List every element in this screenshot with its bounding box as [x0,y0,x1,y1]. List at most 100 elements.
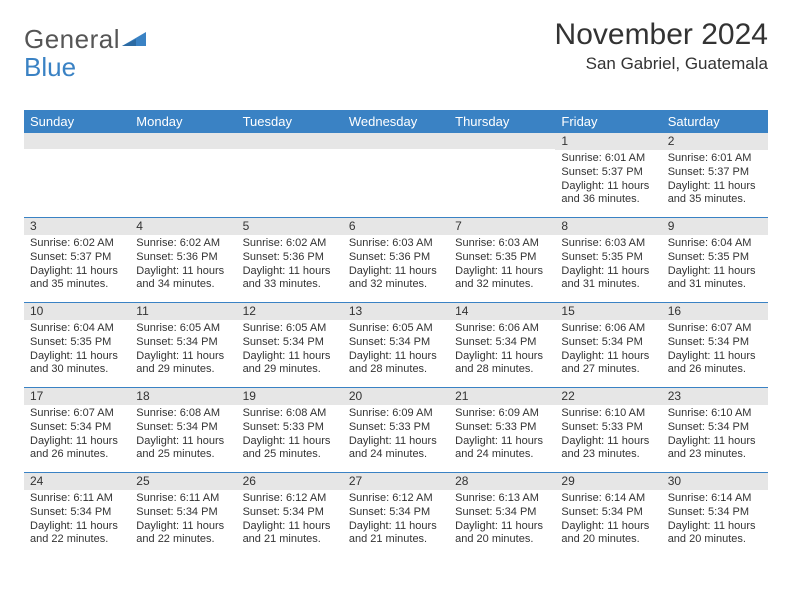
daylight-text: Daylight: 11 hours and 27 minutes. [561,350,655,378]
week-row: 10Sunrise: 6:04 AMSunset: 5:35 PMDayligh… [24,303,768,388]
day-cell: 18Sunrise: 6:08 AMSunset: 5:34 PMDayligh… [130,388,236,472]
sunset-text: Sunset: 5:34 PM [243,336,337,350]
day-number [130,133,236,149]
day-number [24,133,130,149]
day-details: Sunrise: 6:06 AMSunset: 5:34 PMDaylight:… [555,320,661,381]
daylight-text: Daylight: 11 hours and 20 minutes. [668,520,762,548]
sunset-text: Sunset: 5:34 PM [349,336,443,350]
sunset-text: Sunset: 5:36 PM [349,251,443,265]
day-cell: 3Sunrise: 6:02 AMSunset: 5:37 PMDaylight… [24,218,130,302]
day-number: 3 [24,218,130,235]
day-cell: 11Sunrise: 6:05 AMSunset: 5:34 PMDayligh… [130,303,236,387]
logo-mark-icon [122,24,148,55]
daylight-text: Daylight: 11 hours and 21 minutes. [349,520,443,548]
day-details: Sunrise: 6:10 AMSunset: 5:34 PMDaylight:… [662,405,768,466]
day-number: 28 [449,473,555,490]
sunset-text: Sunset: 5:35 PM [561,251,655,265]
sunset-text: Sunset: 5:37 PM [30,251,124,265]
day-number: 11 [130,303,236,320]
week-row: 17Sunrise: 6:07 AMSunset: 5:34 PMDayligh… [24,388,768,473]
day-details: Sunrise: 6:04 AMSunset: 5:35 PMDaylight:… [662,235,768,296]
day-cell: 19Sunrise: 6:08 AMSunset: 5:33 PMDayligh… [237,388,343,472]
daylight-text: Daylight: 11 hours and 31 minutes. [668,265,762,293]
day-number: 9 [662,218,768,235]
day-cell: 8Sunrise: 6:03 AMSunset: 5:35 PMDaylight… [555,218,661,302]
sunset-text: Sunset: 5:35 PM [455,251,549,265]
daylight-text: Daylight: 11 hours and 34 minutes. [136,265,230,293]
day-details: Sunrise: 6:04 AMSunset: 5:35 PMDaylight:… [24,320,130,381]
day-details: Sunrise: 6:03 AMSunset: 5:35 PMDaylight:… [555,235,661,296]
sunset-text: Sunset: 5:37 PM [668,166,762,180]
day-number: 20 [343,388,449,405]
day-cell: 20Sunrise: 6:09 AMSunset: 5:33 PMDayligh… [343,388,449,472]
sunrise-text: Sunrise: 6:03 AM [349,237,443,251]
sunset-text: Sunset: 5:34 PM [30,506,124,520]
sunset-text: Sunset: 5:36 PM [243,251,337,265]
logo-text-2: Blue [24,52,76,83]
daylight-text: Daylight: 11 hours and 32 minutes. [349,265,443,293]
header: General November 2024 San Gabriel, Guate… [24,18,768,74]
day-cell: 30Sunrise: 6:14 AMSunset: 5:34 PMDayligh… [662,473,768,557]
dayhead-tue: Tuesday [237,110,343,133]
sunrise-text: Sunrise: 6:13 AM [455,492,549,506]
day-details: Sunrise: 6:03 AMSunset: 5:35 PMDaylight:… [449,235,555,296]
sunrise-text: Sunrise: 6:05 AM [136,322,230,336]
sunset-text: Sunset: 5:37 PM [561,166,655,180]
day-details: Sunrise: 6:05 AMSunset: 5:34 PMDaylight:… [343,320,449,381]
day-details: Sunrise: 6:09 AMSunset: 5:33 PMDaylight:… [449,405,555,466]
day-number: 30 [662,473,768,490]
day-details: Sunrise: 6:13 AMSunset: 5:34 PMDaylight:… [449,490,555,551]
day-cell [130,133,236,217]
day-details: Sunrise: 6:06 AMSunset: 5:34 PMDaylight:… [449,320,555,381]
dayhead-fri: Friday [555,110,661,133]
daylight-text: Daylight: 11 hours and 29 minutes. [136,350,230,378]
day-headers: Sunday Monday Tuesday Wednesday Thursday… [24,110,768,133]
day-details: Sunrise: 6:12 AMSunset: 5:34 PMDaylight:… [237,490,343,551]
sunset-text: Sunset: 5:34 PM [668,421,762,435]
day-number [449,133,555,149]
day-details: Sunrise: 6:07 AMSunset: 5:34 PMDaylight:… [24,405,130,466]
daylight-text: Daylight: 11 hours and 25 minutes. [243,435,337,463]
sunrise-text: Sunrise: 6:10 AM [561,407,655,421]
day-details: Sunrise: 6:14 AMSunset: 5:34 PMDaylight:… [662,490,768,551]
day-number: 17 [24,388,130,405]
sunset-text: Sunset: 5:34 PM [668,336,762,350]
daylight-text: Daylight: 11 hours and 22 minutes. [136,520,230,548]
day-number: 27 [343,473,449,490]
daylight-text: Daylight: 11 hours and 35 minutes. [668,180,762,208]
day-details: Sunrise: 6:03 AMSunset: 5:36 PMDaylight:… [343,235,449,296]
day-details: Sunrise: 6:01 AMSunset: 5:37 PMDaylight:… [555,150,661,211]
calendar-body: 1Sunrise: 6:01 AMSunset: 5:37 PMDaylight… [24,133,768,557]
dayhead-sat: Saturday [662,110,768,133]
sunset-text: Sunset: 5:34 PM [455,506,549,520]
sunset-text: Sunset: 5:34 PM [349,506,443,520]
day-number: 10 [24,303,130,320]
day-cell [343,133,449,217]
day-details: Sunrise: 6:09 AMSunset: 5:33 PMDaylight:… [343,405,449,466]
sunset-text: Sunset: 5:34 PM [136,506,230,520]
day-number: 13 [343,303,449,320]
day-cell: 21Sunrise: 6:09 AMSunset: 5:33 PMDayligh… [449,388,555,472]
sunrise-text: Sunrise: 6:07 AM [30,407,124,421]
week-row: 1Sunrise: 6:01 AMSunset: 5:37 PMDaylight… [24,133,768,218]
day-cell: 23Sunrise: 6:10 AMSunset: 5:34 PMDayligh… [662,388,768,472]
sunrise-text: Sunrise: 6:02 AM [136,237,230,251]
day-cell [237,133,343,217]
sunrise-text: Sunrise: 6:12 AM [349,492,443,506]
day-number: 2 [662,133,768,150]
daylight-text: Daylight: 11 hours and 23 minutes. [561,435,655,463]
day-cell: 5Sunrise: 6:02 AMSunset: 5:36 PMDaylight… [237,218,343,302]
daylight-text: Daylight: 11 hours and 26 minutes. [30,435,124,463]
daylight-text: Daylight: 11 hours and 36 minutes. [561,180,655,208]
day-cell: 1Sunrise: 6:01 AMSunset: 5:37 PMDaylight… [555,133,661,217]
sunrise-text: Sunrise: 6:03 AM [561,237,655,251]
day-details: Sunrise: 6:08 AMSunset: 5:34 PMDaylight:… [130,405,236,466]
day-number: 29 [555,473,661,490]
dayhead-wed: Wednesday [343,110,449,133]
sunset-text: Sunset: 5:34 PM [668,506,762,520]
sunset-text: Sunset: 5:34 PM [561,506,655,520]
daylight-text: Daylight: 11 hours and 28 minutes. [455,350,549,378]
day-number: 21 [449,388,555,405]
dayhead-mon: Monday [130,110,236,133]
day-cell: 16Sunrise: 6:07 AMSunset: 5:34 PMDayligh… [662,303,768,387]
